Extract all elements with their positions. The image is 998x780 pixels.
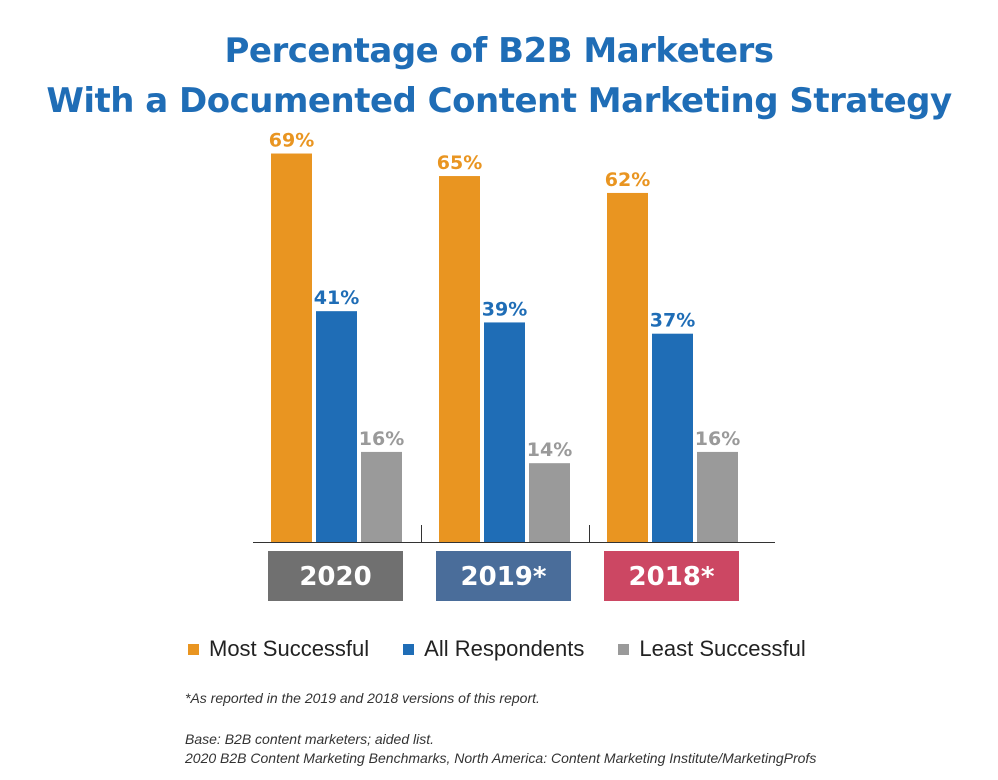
data-label-2020-series-1: 69% bbox=[269, 130, 314, 152]
data-label-2018-series-2: 37% bbox=[650, 310, 695, 332]
bar-2020-series-2 bbox=[316, 311, 357, 542]
legend-item-most-successful: Most Successful bbox=[188, 636, 369, 662]
category-label-2020: 2020 bbox=[299, 562, 371, 592]
chart-title: Percentage of B2B Marketers With a Docum… bbox=[0, 26, 998, 126]
data-label-2018-series-3: 16% bbox=[695, 428, 740, 450]
category-label-2018: 2018* bbox=[629, 562, 715, 592]
legend-swatch-most-successful bbox=[188, 643, 199, 655]
legend-swatch-all-respondents bbox=[403, 643, 415, 655]
data-label-2019-series-1: 65% bbox=[437, 152, 482, 174]
bar-2019-series-2 bbox=[484, 322, 525, 542]
data-label-2018-series-1: 62% bbox=[605, 169, 650, 191]
base-note: Base: B2B content marketers; aided list. bbox=[185, 731, 435, 747]
chart-title-line-1: Percentage of B2B Marketers bbox=[224, 31, 774, 71]
data-label-2019-series-2: 39% bbox=[482, 298, 527, 320]
data-label-2020-series-3: 16% bbox=[359, 428, 404, 450]
chart-title-line-2: With a Documented Content Marketing Stra… bbox=[46, 81, 952, 121]
category-box-2018 bbox=[604, 551, 739, 601]
category-box-2019 bbox=[436, 551, 571, 601]
bar-chart: 69% 41% 16% 2020 65% 39% 14% 2019* 62% 37% 16% 2018… bbox=[253, 130, 775, 601]
legend-item-least-successful: Least Successful bbox=[618, 636, 806, 662]
data-label-2020-series-2: 41% bbox=[314, 287, 359, 309]
legend: Most Successful All Respondents Least Su… bbox=[188, 636, 840, 662]
bar-2018-series-2 bbox=[652, 333, 693, 542]
data-label-2019-series-3: 14% bbox=[527, 439, 572, 461]
bar-2020-series-3 bbox=[361, 451, 402, 542]
category-label-2019: 2019* bbox=[461, 562, 547, 592]
bar-2018-series-1 bbox=[607, 192, 648, 542]
legend-swatch-least-successful bbox=[618, 643, 630, 655]
bar-2020-series-1 bbox=[271, 153, 312, 542]
bar-2019-series-1 bbox=[439, 176, 480, 543]
legend-label-most-successful: Most Successful bbox=[209, 636, 370, 661]
legend-label-all-respondents: All Respondents bbox=[424, 636, 585, 661]
legend-label-least-successful: Least Successful bbox=[639, 636, 806, 661]
footnote: *As reported in the 2019 and 2018 versio… bbox=[185, 690, 540, 706]
bar-2018-series-3 bbox=[697, 451, 738, 542]
bar-2019-series-3 bbox=[529, 463, 570, 542]
legend-item-all-respondents: All Respondents bbox=[403, 636, 584, 662]
category-box-2020 bbox=[268, 551, 403, 601]
source-note: 2020 B2B Content Marketing Benchmarks, N… bbox=[185, 750, 817, 766]
